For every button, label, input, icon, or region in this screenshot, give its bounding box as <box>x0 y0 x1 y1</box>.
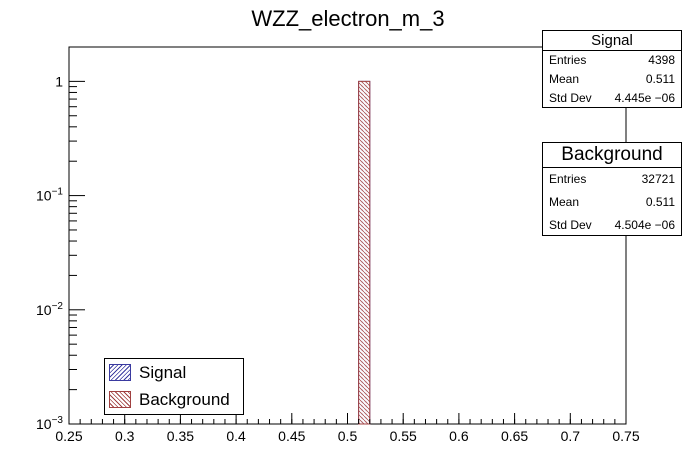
stat-label: Mean <box>549 195 580 209</box>
x-tick-label: 0.35 <box>167 428 194 444</box>
legend-swatch-signal <box>109 364 131 381</box>
background-stats-mean: Mean 0.511 <box>543 191 681 214</box>
y-tick-label: 10−1 <box>36 187 63 204</box>
legend-label-background: Background <box>139 389 230 409</box>
x-axis: 0.25 0.3 0.35 0.4 0.45 0.5 0.55 0.6 0.65 0.7 0.75 <box>55 413 640 444</box>
bar-background <box>358 80 371 425</box>
legend-label-signal: Signal <box>139 362 187 382</box>
legend-entry-background: Background <box>105 386 243 413</box>
x-tick-label: 0.3 <box>115 428 135 444</box>
y-tick-label: 10−2 <box>36 301 63 318</box>
x-tick-label: 0.75 <box>612 428 639 444</box>
background-stats-entries: Entries 32721 <box>543 168 681 191</box>
x-tick-label: 0.4 <box>226 428 246 444</box>
background-stats-box: Background Entries 32721 Mean 0.511 Std … <box>542 142 682 236</box>
x-tick-label: 0.55 <box>390 428 417 444</box>
x-tick-label: 0.25 <box>55 428 82 444</box>
signal-stats-stddev: Std Dev 4.445e −06 <box>543 89 681 108</box>
stat-value: 0.511 <box>645 72 675 86</box>
bars-layer <box>358 80 371 425</box>
legend: Signal Background <box>104 358 244 415</box>
legend-entry-signal: Signal <box>105 359 243 386</box>
background-stats-title: Background <box>543 143 681 168</box>
stat-value: 4.504e −06 <box>614 218 675 232</box>
x-tick-label: 0.6 <box>449 428 469 444</box>
stat-label: Mean <box>549 72 580 86</box>
y-tick-label: 10−3 <box>36 415 63 432</box>
x-tick-label: 0.5 <box>338 428 358 444</box>
signal-stats-entries: Entries 4398 <box>543 51 681 70</box>
background-stats-stddev: Std Dev 4.504e −06 <box>543 214 681 237</box>
stat-label: Entries <box>549 172 587 186</box>
stat-value: 0.511 <box>645 195 675 209</box>
x-tick-label: 0.45 <box>278 428 305 444</box>
stat-label: Std Dev <box>549 91 592 105</box>
chart-title: WZZ_electron_m_3 <box>251 6 444 31</box>
signal-stats-title: Signal <box>543 31 681 51</box>
x-tick-label: 0.65 <box>501 428 528 444</box>
y-axis: 1 10−1 10−2 10−3 <box>36 46 85 432</box>
stat-label: Entries <box>549 53 587 67</box>
y-tick-label: 1 <box>55 73 63 89</box>
signal-stats-mean: Mean 0.511 <box>543 70 681 89</box>
stat-value: 4398 <box>648 53 675 67</box>
stat-value: 32721 <box>641 172 675 186</box>
legend-swatch-background <box>109 391 131 408</box>
stat-value: 4.445e −06 <box>614 91 675 105</box>
signal-stats-box: Signal Entries 4398 Mean 0.511 Std Dev 4… <box>542 30 682 108</box>
x-tick-label: 0.7 <box>561 428 581 444</box>
stat-label: Std Dev <box>549 218 592 232</box>
